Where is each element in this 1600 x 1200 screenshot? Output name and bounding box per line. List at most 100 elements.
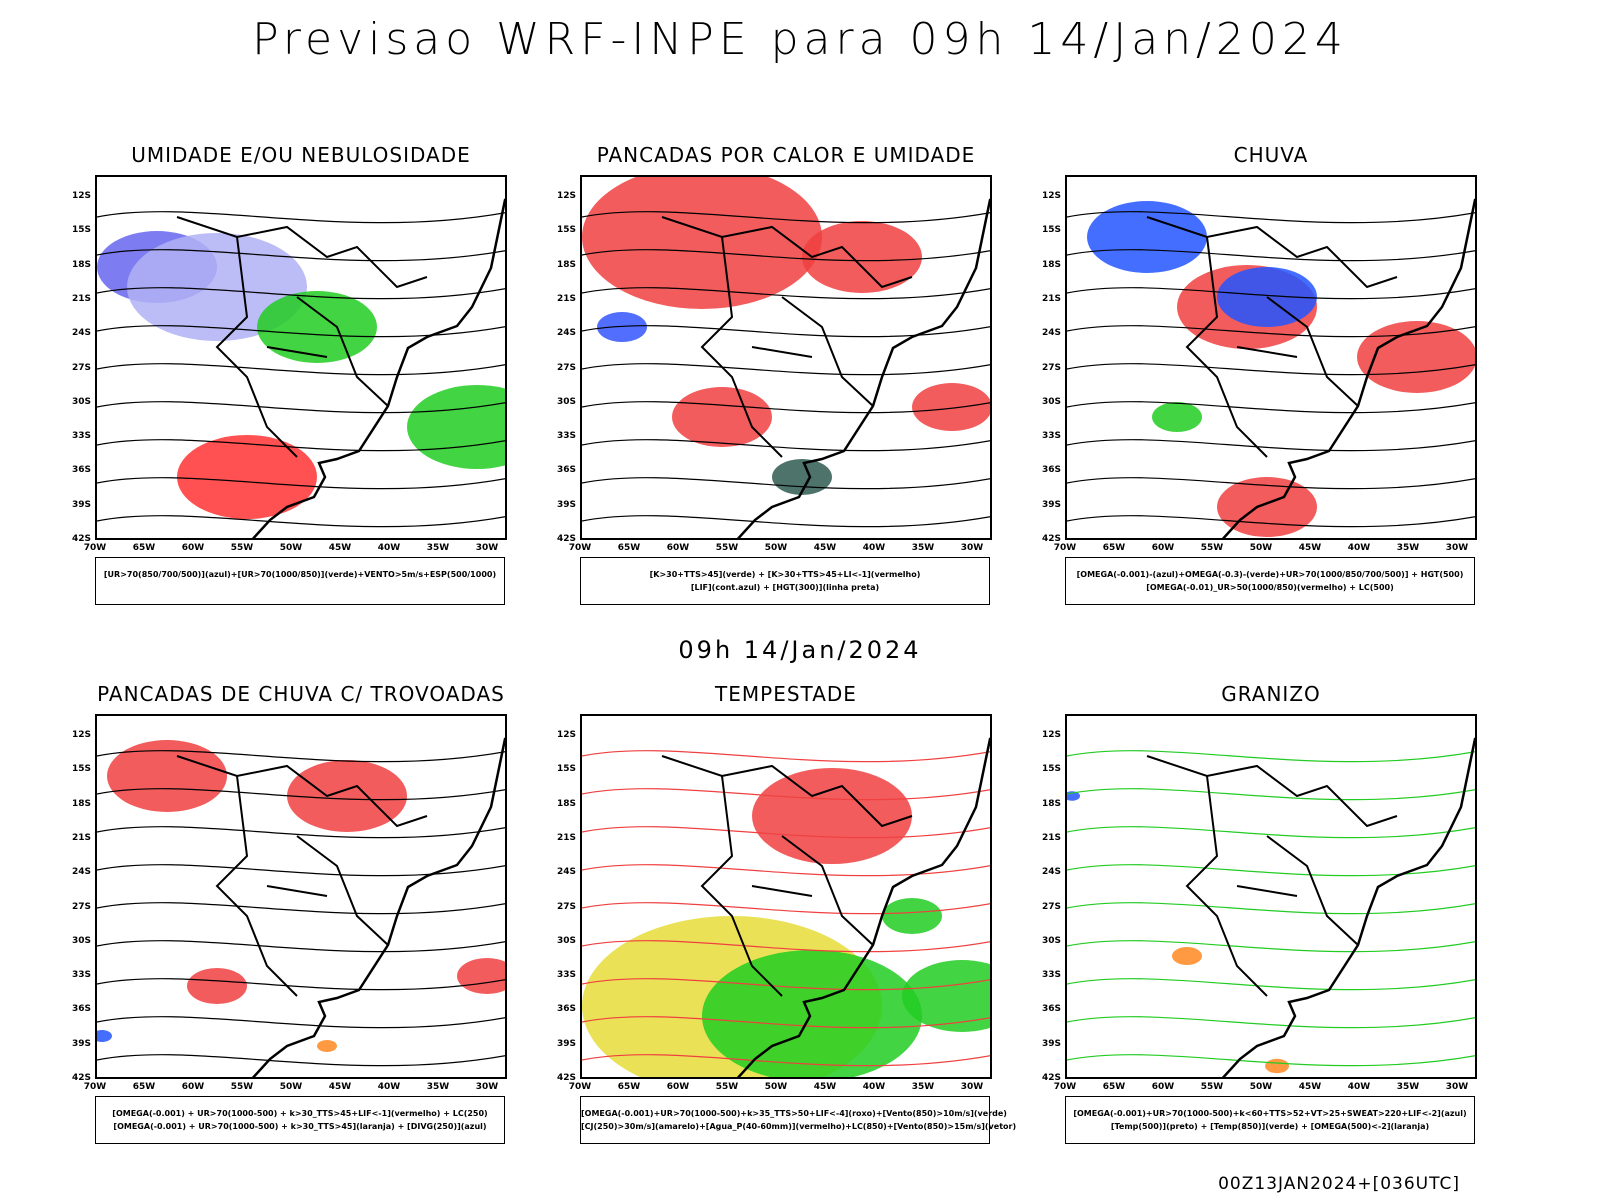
political-borders (176, 216, 428, 458)
lat-tick-label: 30S (556, 935, 576, 946)
lat-tick-label: 21S (1041, 293, 1061, 304)
legend-line: [UR>70(850/700/500)](azul)+[UR>70(1000/8… (103, 570, 497, 579)
contour-line (1067, 826, 1475, 839)
lat-tick-label: 36S (71, 465, 91, 476)
lat-tick-label: 42S (556, 534, 576, 544)
field-area (107, 740, 227, 812)
contour-line (1067, 902, 1475, 915)
lat-tick-label: 27S (1041, 362, 1061, 373)
field-area (1087, 201, 1207, 273)
lat-tick-label: 18S (71, 259, 91, 270)
contour-line (1067, 515, 1475, 528)
contour-line (582, 940, 990, 953)
lon-tick-label: 50W (1249, 1082, 1273, 1092)
lat-tick-label: 18S (556, 798, 576, 809)
lon-tick-label: 65W (1102, 543, 1126, 553)
lon-tick-label: 40W (377, 1082, 401, 1092)
map-canvas (1067, 198, 1475, 538)
field-area (702, 950, 922, 1077)
contour-line (97, 477, 505, 490)
lat-tick-label: 30S (556, 396, 576, 407)
lon-tick-label: 70W (83, 1082, 107, 1092)
contour-line (1067, 864, 1475, 877)
lat-tick-label: 36S (1041, 1004, 1061, 1015)
political-borders (1146, 216, 1398, 458)
contour-line (1067, 401, 1475, 414)
contour-line (97, 1016, 505, 1029)
lon-tick-label: 70W (568, 1082, 592, 1092)
lat-tick-label: 24S (1041, 328, 1061, 339)
legend-line: [OMEGA(-0.001) + UR>70(1000-500) + k>30_… (113, 1122, 487, 1131)
lon-tick-label: 40W (1347, 1082, 1371, 1092)
political-borders (176, 755, 428, 997)
lon-tick-label: 45W (813, 543, 837, 553)
contour-line (1067, 249, 1475, 262)
contour-line (97, 788, 505, 801)
map-frame (580, 175, 992, 540)
panel-legend: [OMEGA(-0.001) + UR>70(1000-500) + k>30_… (95, 1096, 505, 1144)
lon-tick-label: 40W (862, 1082, 886, 1092)
field-area (177, 435, 317, 519)
panel-legend: [OMEGA(-0.001)+UR>70(1000-500)+k<60+TTS>… (1065, 1096, 1475, 1144)
lat-tick-label: 12S (71, 730, 91, 740)
contour-line (582, 477, 990, 490)
contour-line (1067, 439, 1475, 452)
contour-line (582, 287, 990, 300)
legend-line: [OMEGA(-0.001)+UR>70(1000-500)+k>35_TTS>… (581, 1109, 1007, 1118)
contour-line (97, 750, 505, 763)
lon-tick-label: 60W (181, 1082, 205, 1092)
lat-tick-label: 12S (556, 191, 576, 201)
lat-tick-label: 42S (71, 534, 91, 544)
panel-title: GRANIZO (1221, 682, 1321, 706)
lon-tick-label: 35W (1396, 543, 1420, 553)
field-area (187, 968, 247, 1004)
lat-tick-label: 33S (1041, 431, 1061, 442)
map-frame (580, 714, 992, 1079)
contour-line (582, 325, 990, 338)
contour-line (1067, 750, 1475, 763)
lon-tick-label: 65W (617, 543, 641, 553)
lon-tick-label: 50W (279, 1082, 303, 1092)
contour-line (1067, 477, 1475, 490)
contour-line (1067, 363, 1475, 376)
panel-title: CHUVA (1233, 143, 1309, 167)
legend-line: [OMEGA(-0.01)_UR>50(1000/850)(vermelho) … (1146, 583, 1394, 592)
contour-line (97, 1054, 505, 1067)
lon-tick-label: 35W (426, 543, 450, 553)
panel-title: UMIDADE E/OU NEBULOSIDADE (131, 143, 471, 167)
lat-tick-label: 30S (1041, 935, 1061, 946)
contour-line (582, 864, 990, 877)
lat-tick-label: 36S (556, 465, 576, 476)
contour-line (97, 826, 505, 839)
panel-title: TEMPESTADE (715, 682, 857, 706)
field-area (1152, 402, 1202, 432)
field-area (1357, 321, 1475, 393)
panel-title: PANCADAS DE CHUVA C/ TROVOADAS (97, 682, 505, 706)
lat-tick-label: 42S (556, 1073, 576, 1083)
lat-tick-label: 18S (71, 798, 91, 809)
lat-tick-label: 18S (1041, 259, 1061, 270)
contour-line (1067, 325, 1475, 338)
lat-tick-label: 15S (556, 225, 576, 236)
lat-tick-label: 12S (1041, 191, 1061, 201)
lon-tick-label: 40W (377, 543, 401, 553)
lat-tick-label: 21S (71, 832, 91, 843)
lat-tick-label: 15S (556, 764, 576, 775)
lon-tick-label: 40W (1347, 543, 1371, 553)
field-area (912, 383, 990, 431)
lon-tick-label: 45W (813, 1082, 837, 1092)
lat-tick-label: 39S (71, 1038, 91, 1049)
contour-line (97, 940, 505, 953)
lon-tick-label: 55W (1200, 543, 1224, 553)
lat-tick-label: 36S (556, 1004, 576, 1015)
contour-line (582, 211, 990, 224)
lon-tick-label: 50W (1249, 543, 1273, 553)
lat-tick-label: 39S (71, 499, 91, 510)
contour-line (582, 1016, 990, 1029)
map-canvas (1067, 737, 1475, 1077)
map-canvas (582, 737, 990, 1077)
lat-tick-label: 30S (1041, 396, 1061, 407)
panel-title: PANCADAS POR CALOR E UMIDADE (596, 143, 976, 167)
political-borders (661, 216, 913, 458)
lon-tick-label: 45W (1298, 543, 1322, 553)
